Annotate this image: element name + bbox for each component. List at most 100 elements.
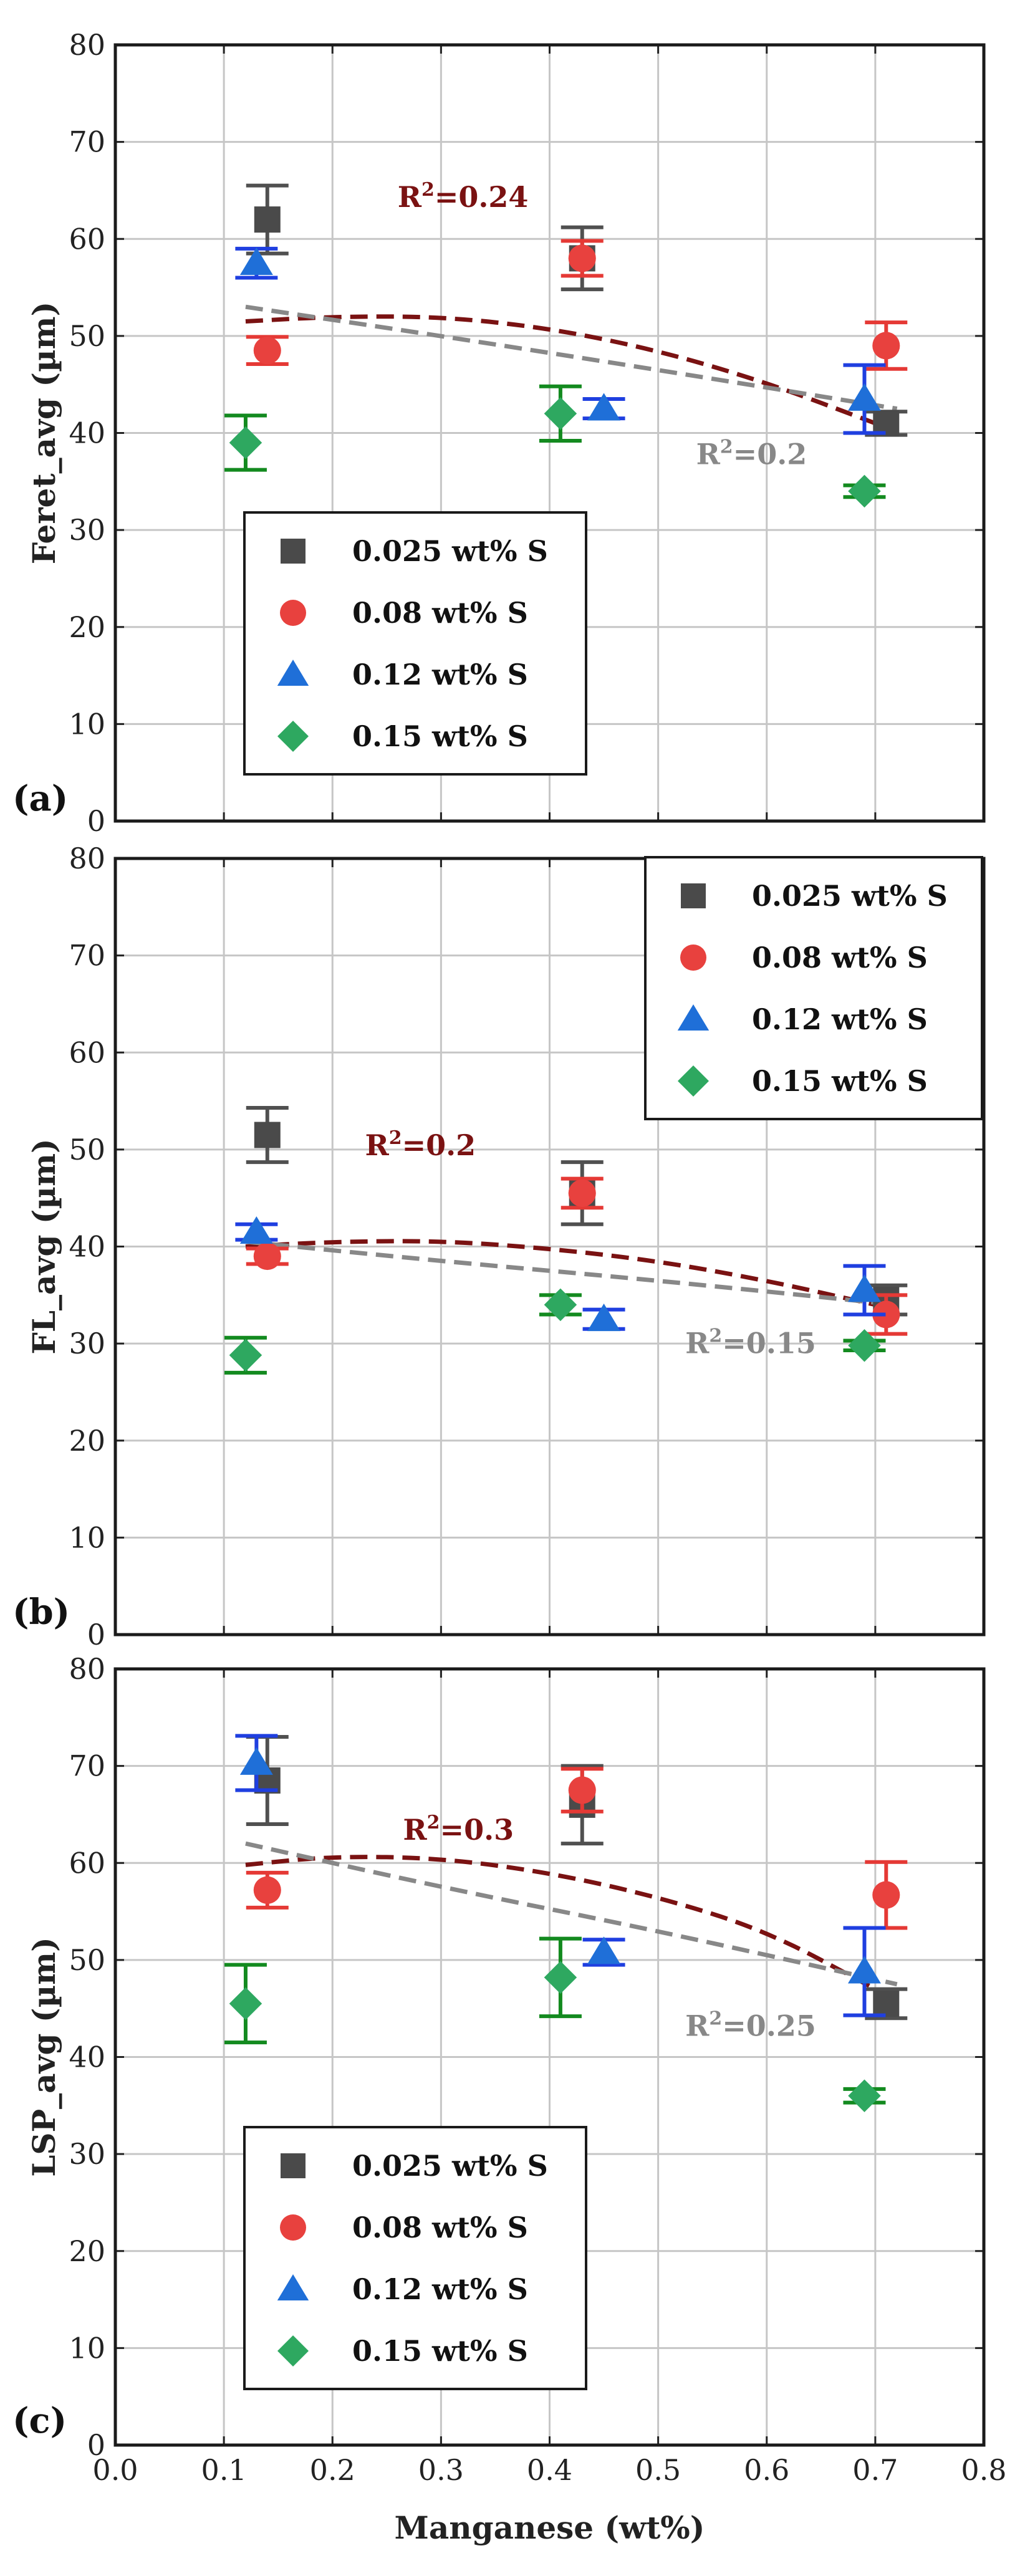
y-tick-label: 80	[69, 28, 105, 62]
data-point	[848, 383, 881, 411]
series-2	[246, 1767, 908, 1930]
x-tick-label: 0.4	[527, 2453, 572, 2487]
legend-marker	[277, 2335, 309, 2367]
plot-frame	[113, 857, 986, 1636]
legend-item: 0.15 wt% S	[678, 1064, 928, 1098]
legend-label: 0.025 wt% S	[352, 534, 548, 568]
trendline-linear	[245, 1239, 898, 1307]
r-squared-label: R2=0.3	[403, 1812, 514, 1847]
y-tick-label: 70	[69, 939, 105, 973]
y-axis-label: Feret_avg (µm)	[26, 302, 62, 564]
legend-label: 0.08 wt% S	[352, 596, 528, 630]
panel-label: (b)	[12, 1592, 70, 1633]
data-point	[848, 1956, 881, 1984]
legend-item: 0.025 wt% S	[681, 879, 948, 913]
r-squared-label: R2=0.15	[685, 1325, 816, 1360]
series-1	[246, 1105, 908, 1317]
legend-item: 0.08 wt% S	[280, 596, 528, 630]
legend-marker	[678, 1065, 709, 1097]
y-tick-label: 0	[87, 1618, 105, 1651]
series-2	[246, 239, 908, 371]
y-tick-label: 20	[69, 610, 105, 644]
panel-label: (a)	[12, 778, 68, 819]
data-point	[848, 1274, 881, 1302]
r-squared-label: R2=0.2	[365, 1127, 476, 1162]
data-point	[872, 1881, 900, 1909]
y-tick-label: 40	[69, 416, 105, 450]
data-point	[239, 247, 273, 276]
data-point	[239, 1747, 273, 1775]
legend-item: 0.15 wt% S	[277, 719, 528, 753]
legend-marker	[280, 600, 306, 626]
legend-item: 0.08 wt% S	[680, 941, 928, 974]
y-tick-label: 70	[69, 125, 105, 159]
legend-marker	[681, 883, 706, 908]
y-axis-label: FL_avg (µm)	[26, 1138, 62, 1354]
data-point	[848, 474, 881, 508]
y-tick-label: 50	[69, 319, 105, 353]
data-point	[254, 206, 281, 233]
legend-item: 0.12 wt% S	[277, 2272, 528, 2306]
y-tick-label: 40	[69, 1230, 105, 1264]
y-tick-label: 20	[69, 2234, 105, 2268]
legend-item: 0.025 wt% S	[281, 2149, 548, 2183]
legend-label: 0.15 wt% S	[352, 2334, 528, 2368]
data-point	[239, 1216, 273, 1244]
y-tick-label: 50	[69, 1133, 105, 1166]
legend-label: 0.12 wt% S	[752, 1002, 928, 1036]
y-tick-label: 10	[69, 1521, 105, 1554]
legend-label: 0.08 wt% S	[352, 2211, 528, 2244]
x-tick-label: 0.6	[744, 2453, 789, 2487]
data-point	[229, 426, 262, 459]
legend-marker	[277, 2274, 309, 2300]
data-point	[873, 1990, 900, 2017]
legend-label: 0.025 wt% S	[752, 879, 948, 913]
y-tick-label: 80	[69, 842, 105, 875]
x-tick-label: 0.5	[635, 2453, 681, 2487]
legend-marker	[281, 539, 306, 564]
panel-2: 0 10 20 30 40 50 60 70 80 R2=0.2 R2=0.15 FL_avg (µm…	[12, 842, 986, 1651]
data-point	[848, 1329, 881, 1362]
legend-item: 0.12 wt% S	[677, 1002, 928, 1036]
series-3	[235, 1216, 886, 1332]
y-tick-label: 40	[69, 2040, 105, 2074]
x-axis-label: Manganese (wt%)	[395, 2509, 705, 2546]
data-point	[544, 1961, 577, 1994]
y-tick-label: 60	[69, 1036, 105, 1069]
legend: 0.025 wt% S 0.08 wt% S 0.12 wt% S 0.15 wt% …	[243, 511, 587, 776]
x-tick-label: 0.3	[418, 2453, 464, 2487]
legend-label: 0.15 wt% S	[752, 1064, 928, 1098]
series-3	[235, 1734, 886, 2017]
data-point	[568, 1179, 596, 1207]
y-tick-label: 30	[69, 2137, 105, 2171]
data-point	[253, 1876, 281, 1904]
legend-label: 0.12 wt% S	[352, 658, 528, 691]
panel-3: 0 10 20 30 40 50 60 70 80 0.0 0.1 0.2 0.3 0.4 0.5 0.6 0.…	[12, 1652, 1007, 2546]
r-squared-label: R2=0.24	[398, 179, 529, 214]
panel-label: (c)	[12, 2400, 67, 2441]
legend-marker	[277, 721, 309, 752]
y-tick-label: 50	[69, 1943, 105, 1977]
x-tick-label: 0.1	[201, 2453, 247, 2487]
legend-item: 0.12 wt% S	[277, 658, 528, 691]
data-point	[229, 1987, 262, 2021]
data-point	[544, 1288, 577, 1322]
series-2	[246, 1176, 908, 1336]
legend-item: 0.08 wt% S	[280, 2211, 528, 2244]
trendline-polynomial	[245, 1239, 876, 1307]
data-point	[568, 244, 596, 272]
y-tick-label: 30	[69, 1327, 105, 1360]
data-point	[587, 1936, 621, 1964]
legend: 0.025 wt% S 0.08 wt% S 0.12 wt% S 0.15 wt% …	[644, 856, 983, 1120]
series-4	[224, 384, 886, 508]
y-tick-label: 70	[69, 1749, 105, 1783]
x-tick-label: 0.0	[92, 2453, 138, 2487]
legend-label: 0.12 wt% S	[352, 2272, 528, 2306]
legend-label: 0.08 wt% S	[752, 941, 928, 974]
r-squared-label: R2=0.25	[685, 2007, 816, 2042]
y-tick-label: 10	[69, 707, 105, 741]
legend-item: 0.15 wt% S	[277, 2334, 528, 2368]
data-point	[568, 1776, 596, 1804]
x-tick-label: 0.2	[310, 2453, 355, 2487]
data-point	[544, 397, 577, 430]
